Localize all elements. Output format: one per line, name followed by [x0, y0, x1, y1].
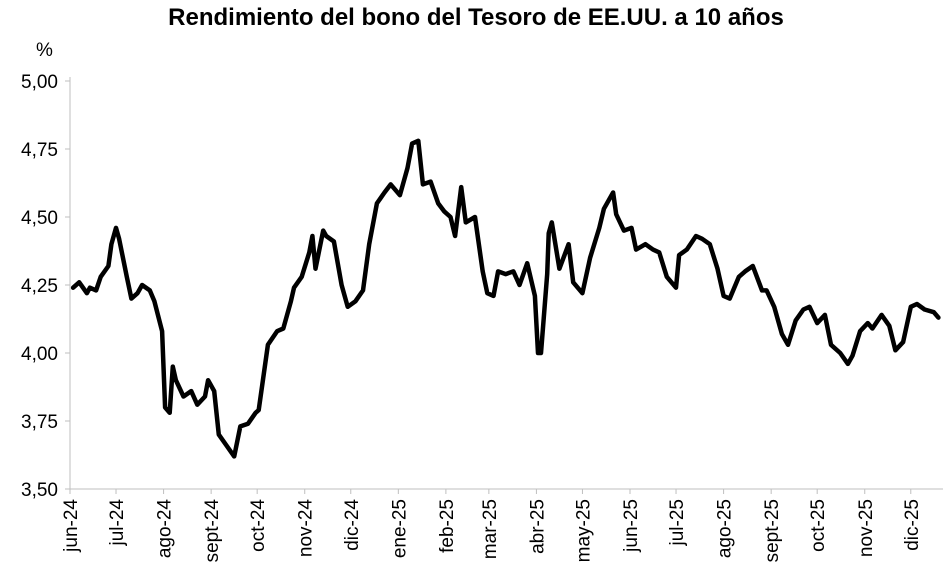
- x-tick-label: mar-25: [480, 499, 501, 559]
- x-tick-label: ene-25: [389, 499, 410, 558]
- x-tick-label: may-25: [573, 499, 594, 562]
- x-tick-label: jun-24: [61, 499, 82, 553]
- x-tick-label: feb-25: [437, 499, 458, 553]
- x-tick-label: ago-25: [715, 499, 736, 558]
- x-tick-label: jun-25: [621, 499, 642, 553]
- y-tick-label: 4,25: [21, 276, 58, 297]
- x-tick-label: jul-25: [667, 499, 688, 546]
- x-tick-label: dic-24: [342, 499, 363, 551]
- y-tick-label: 3,75: [21, 412, 58, 433]
- series-line-0: [70, 138, 941, 459]
- x-tick-label: nov-24: [296, 499, 317, 558]
- x-tick-label: sept-24: [202, 499, 223, 563]
- y-tick-label: 3,50: [21, 480, 58, 501]
- x-tick-label: abr-25: [527, 499, 548, 554]
- x-tick-label: oct-25: [808, 499, 829, 552]
- y-tick-label: 5,00: [21, 72, 58, 93]
- x-tick-label: nov-25: [856, 499, 877, 557]
- x-tick-label: dic-25: [902, 499, 923, 551]
- x-tick-label: sept-25: [762, 499, 783, 562]
- y-tick-label: 4,00: [21, 344, 58, 365]
- y-tick-label: 4,50: [21, 208, 58, 229]
- y-tick-label: 4,75: [21, 140, 58, 161]
- x-tick-label: oct-24: [248, 499, 269, 552]
- y-axis-unit-label: %: [36, 40, 53, 61]
- x-tick-label: jul-24: [107, 499, 128, 547]
- x-tick-label: ago-24: [155, 499, 176, 559]
- chart-title: Rendimiento del bono del Tesoro de EE.UU…: [168, 4, 784, 31]
